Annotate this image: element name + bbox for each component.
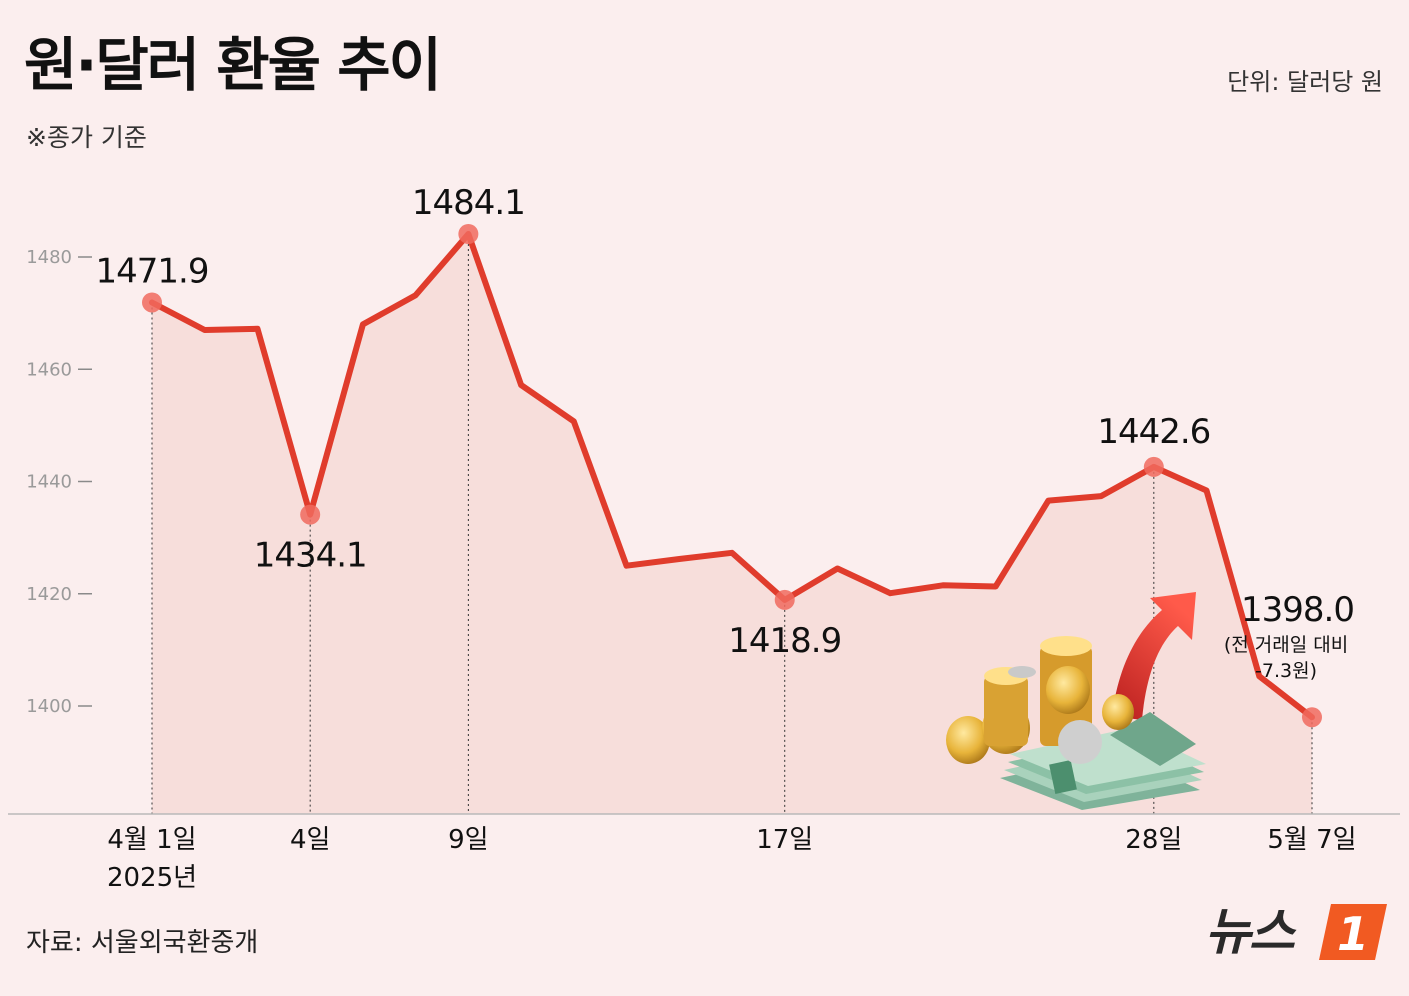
data-label: 1418.9 [728, 621, 841, 661]
data-label: 1442.6 [1097, 412, 1210, 452]
data-label-note: -7.3원) [1255, 660, 1317, 682]
data-label: 1484.1 [412, 183, 525, 223]
y-tick-label: 1440 [26, 472, 72, 493]
page-title: 원·달러 환율 추이 [24, 31, 442, 99]
data-label: 1434.1 [254, 536, 367, 576]
red-arrow-icon [1112, 592, 1196, 720]
data-point [940, 583, 945, 588]
banknote-stack-icon [1000, 712, 1206, 810]
data-point [993, 584, 998, 589]
x-axis-labels: 4월 1일 2025년 4일 9일 17일 28일 5월 7일 [107, 825, 1357, 893]
highlight-markers [142, 223, 1322, 728]
x-tick-label: 28일 [1125, 825, 1182, 855]
data-labels: 1471.9 1434.1 1484.1 1418.9 1442.6 1398.0 (전 거… [96, 183, 1355, 682]
data-point [255, 326, 260, 331]
chart-subtitle: ※종가 기준 [26, 123, 147, 152]
money-illustration [946, 592, 1206, 810]
highlight-marker [1143, 456, 1164, 477]
logo-text: 뉴스 [1205, 903, 1295, 961]
coin-stack-icon [946, 636, 1134, 764]
x-tick-label: 9일 [448, 825, 488, 855]
data-point [1099, 494, 1104, 499]
highlight-marker [142, 292, 162, 313]
data-point [519, 382, 524, 387]
x-tick-label: 4월 1일 [107, 825, 196, 855]
source-label: 자료: 서울외국환중개 [26, 928, 259, 958]
x-tick-label: 5월 7일 [1267, 825, 1356, 855]
data-point [1257, 674, 1262, 679]
highlight-marker [1302, 707, 1322, 728]
highlight-marker [300, 504, 321, 525]
data-point [413, 293, 418, 298]
y-tick-label: 1480 [26, 247, 72, 268]
data-point [571, 419, 576, 424]
unit-label: 단위: 달러당 원 [1227, 68, 1383, 96]
data-point [1046, 498, 1051, 503]
news1-logo: 뉴스 1 [1205, 896, 1395, 970]
x-tick-label: 4일 [290, 825, 330, 855]
data-point [730, 550, 734, 555]
logo-badge-text: 1 [1337, 907, 1369, 961]
data-point [888, 591, 893, 596]
data-point [624, 563, 629, 568]
highlight-marker [774, 589, 795, 610]
y-axis: 1400 1420 1440 1460 1480 [26, 247, 92, 717]
data-point [360, 322, 365, 327]
data-label: 1471.9 [96, 251, 209, 291]
y-tick-label: 1460 [26, 359, 72, 380]
chart-guide-lines [151, 233, 1313, 814]
data-label-note: (전 거래일 대비 [1224, 634, 1348, 656]
y-tick-label: 1420 [26, 584, 72, 605]
data-label: 1398.0 [1241, 590, 1354, 630]
y-tick-label: 1400 [26, 696, 72, 717]
data-point [1204, 488, 1209, 493]
highlight-marker [458, 223, 479, 244]
logo-badge-icon: 1 [1319, 904, 1387, 961]
data-point [677, 556, 682, 561]
x-tick-sublabel: 2025년 [107, 863, 197, 893]
data-point [835, 566, 840, 571]
x-tick-label: 17일 [756, 825, 813, 855]
data-point [202, 327, 207, 332]
